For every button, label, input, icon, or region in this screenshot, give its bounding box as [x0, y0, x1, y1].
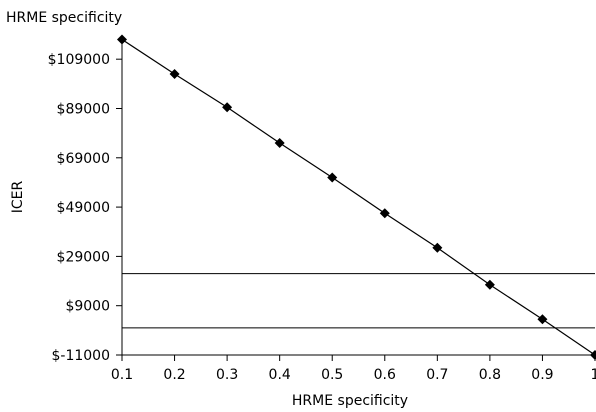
- y-axis-title: ICER: [10, 180, 26, 213]
- chart-title: HRME specificity: [6, 10, 122, 26]
- plot-area: $-11000 $9000 $29000 $49000 $69000 $89000 $109…: [48, 34, 596, 383]
- series-line-1: [121, 38, 596, 356]
- x-tick-label: 0.3: [216, 367, 238, 383]
- y-tick-label: $89000: [57, 101, 110, 117]
- x-tick-label: 0.8: [479, 367, 501, 383]
- data-point-marker: [432, 242, 443, 253]
- data-point-marker: [274, 138, 285, 148]
- x-axis-title: HRME specificity: [292, 393, 408, 409]
- data-point-marker: [379, 208, 390, 219]
- x-tick-label: 0.9: [531, 367, 553, 383]
- x-tick-label: 1: [591, 367, 596, 383]
- x-tick-label: 0.1: [111, 367, 133, 383]
- x-tick-label: 0.5: [321, 367, 343, 383]
- data-point-marker: [117, 34, 127, 45]
- y-tick-label: $69000: [57, 151, 110, 167]
- data-point-marker: [169, 68, 180, 79]
- y-tick-label: $49000: [57, 200, 110, 216]
- x-tick-label: 0.4: [269, 367, 291, 383]
- y-tick-label: $29000: [57, 249, 110, 265]
- data-point-marker: [484, 279, 495, 290]
- data-point-marker: [590, 350, 596, 360]
- x-tick-label: 0.6: [374, 367, 396, 383]
- x-tick-label: 0.2: [163, 367, 185, 383]
- data-point-marker: [327, 172, 338, 183]
- y-tick-label: $-11000: [52, 348, 111, 364]
- y-axis-title-group: ICER: [10, 180, 26, 213]
- y-tick-label: $109000: [48, 52, 110, 68]
- x-tick-label: 0.7: [426, 367, 448, 383]
- data-point-marker: [222, 102, 233, 113]
- data-point-marker: [537, 314, 548, 325]
- y-tick-label: $9000: [65, 299, 110, 315]
